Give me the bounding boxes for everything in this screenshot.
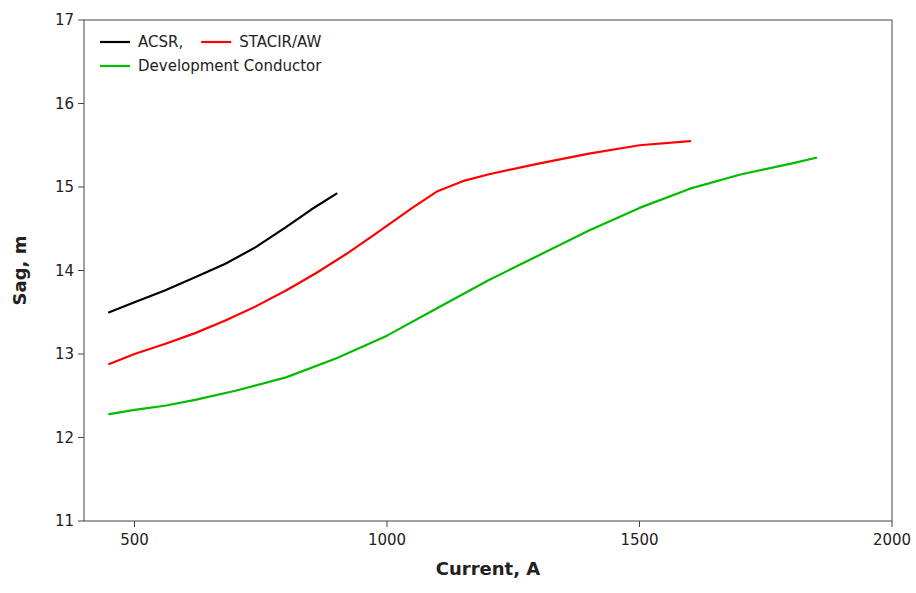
legend-label: STACIR/AW: [239, 33, 321, 51]
x-axis-label: Current, A: [436, 558, 541, 579]
series-line: [109, 141, 690, 364]
y-tick: [78, 521, 84, 522]
chart: 500 1000 1500 2000 11 12 13 14 15 16 17 Current, A S…: [0, 0, 916, 593]
y-tick-label: 11: [55, 512, 74, 530]
legend-item: Development Conductor: [100, 57, 322, 75]
y-tick-label: 12: [55, 429, 74, 447]
y-tick: [78, 187, 84, 188]
legend-swatch: [100, 41, 130, 43]
y-tick-label: 15: [55, 178, 74, 196]
y-tick-label: 16: [55, 95, 74, 113]
y-tick: [78, 270, 84, 271]
y-tick: [78, 103, 84, 104]
series-line: [109, 194, 336, 313]
series-line: [109, 158, 816, 414]
legend-item: STACIR/AW: [201, 33, 321, 51]
x-axis: 500 1000 1500 2000: [120, 521, 911, 549]
x-tick-label: 500: [120, 531, 149, 549]
y-axis-label: Sag, m: [9, 236, 30, 306]
y-axis: 11 12 13 14 15 16 17: [55, 11, 84, 530]
legend-label: Development Conductor: [138, 57, 322, 75]
legend-swatch: [201, 41, 231, 43]
x-tick-label: 1500: [620, 531, 658, 549]
plot-frame: [84, 20, 892, 521]
y-tick: [78, 354, 84, 355]
lines: [109, 141, 816, 414]
x-tick-label: 1000: [368, 531, 406, 549]
y-tick: [78, 437, 84, 438]
x-tick: [892, 521, 893, 527]
x-tick: [387, 521, 388, 527]
y-tick: [78, 20, 84, 21]
y-tick-label: 14: [55, 262, 74, 280]
y-tick-label: 13: [55, 345, 74, 363]
legend: ACSR, STACIR/AW Development Conductor: [100, 33, 322, 75]
legend-swatch: [100, 65, 130, 67]
y-tick-label: 17: [55, 11, 74, 29]
legend-item: ACSR,: [100, 33, 183, 51]
x-tick-label: 2000: [873, 531, 911, 549]
x-tick: [639, 521, 640, 527]
x-tick: [134, 521, 135, 527]
legend-label: ACSR,: [138, 33, 183, 51]
